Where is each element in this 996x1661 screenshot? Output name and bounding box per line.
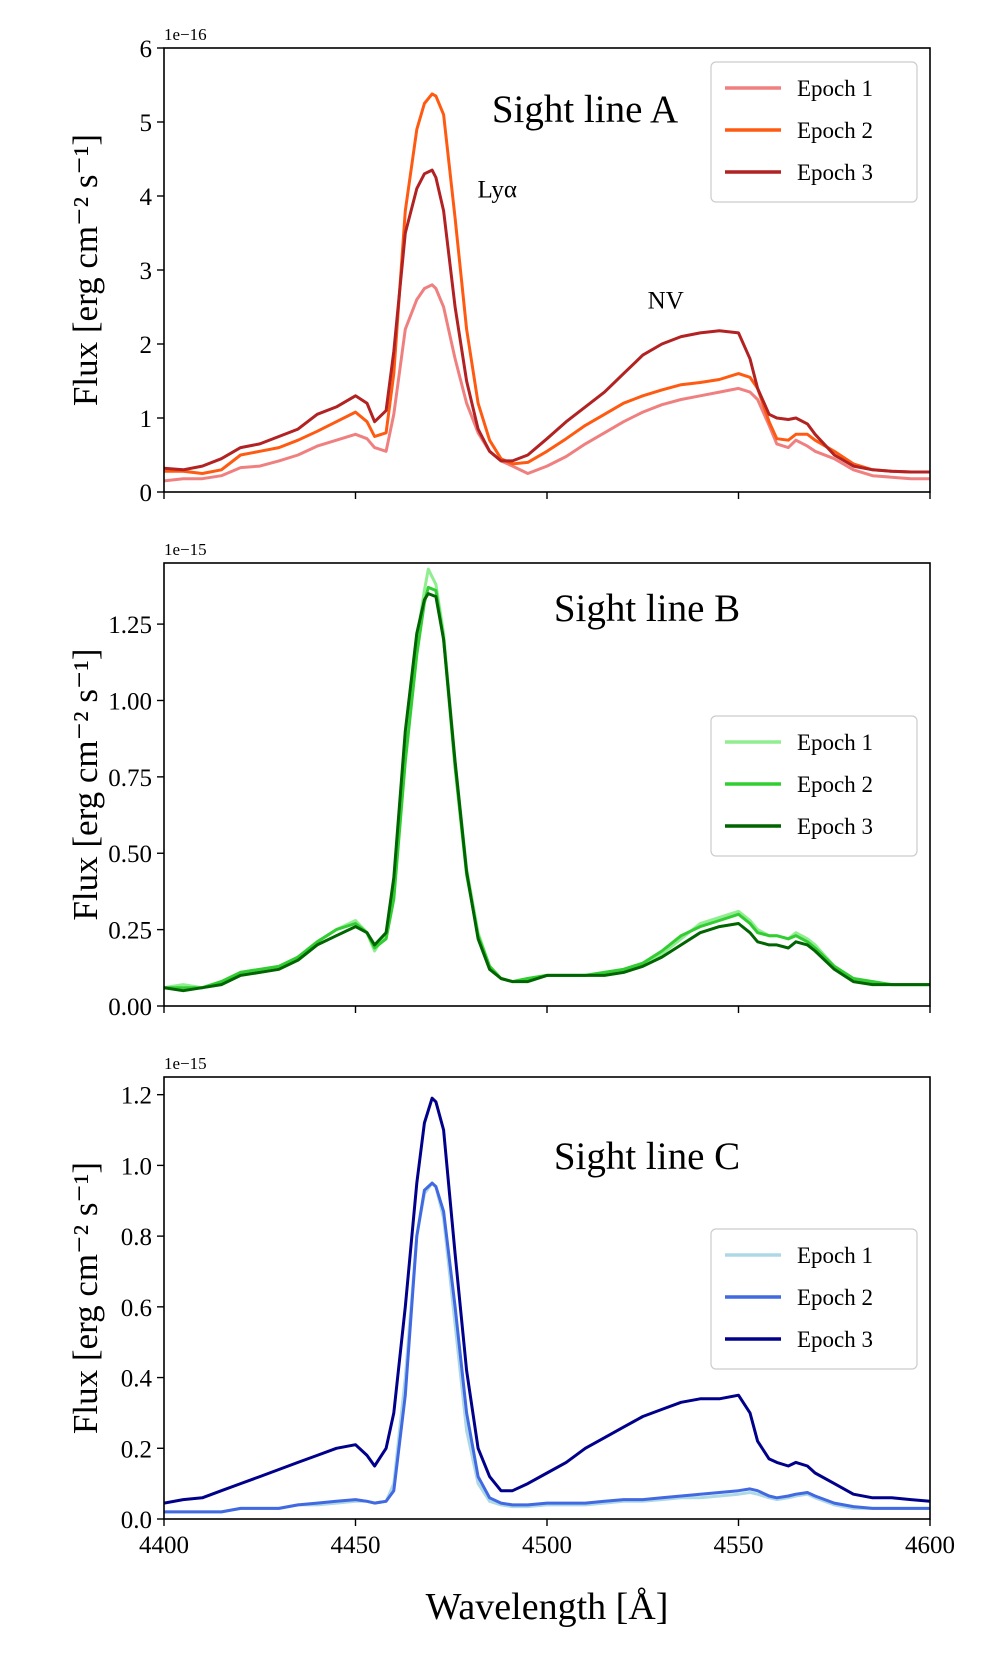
x-tick-label: 4600: [905, 1532, 955, 1559]
x-axis-label: Wavelength [Å]: [426, 1586, 669, 1628]
y-tick-label: 5: [140, 110, 153, 137]
y-tick-label: 4: [140, 184, 153, 211]
y-tick-label: 1.00: [108, 688, 152, 715]
y-axis-label: Flux [erg cm⁻² s⁻¹]: [66, 1162, 105, 1434]
series-line-epoch-3: [164, 168, 930, 474]
y-tick-label: 6: [140, 36, 153, 63]
legend: Epoch 1 Epoch 2 Epoch 3: [710, 61, 918, 203]
y-tick-label: 0.50: [108, 841, 152, 868]
scale-offset-label: 1e−15: [164, 1054, 207, 1073]
legend: Epoch 1 Epoch 2 Epoch 3: [710, 715, 918, 857]
legend-box: [710, 61, 918, 203]
y-tick-label: 0.75: [108, 765, 152, 792]
y-tick-label: 0: [140, 480, 153, 507]
scale-offset-label: 1e−15: [164, 540, 207, 559]
legend-label: Epoch 1: [797, 1243, 873, 1268]
x-tick-label: 4500: [522, 1532, 572, 1559]
y-tick-label: 1.2: [121, 1083, 152, 1110]
series-line-epoch-2: [164, 1181, 930, 1514]
y-tick-label: 0.6: [121, 1295, 152, 1322]
legend-label: Epoch 3: [797, 160, 873, 185]
scale-offset-label: 1e−16: [164, 25, 207, 44]
panel-c: 4400 4450 4500 4550 4600 0.0 0.2 0.4 0.6 0.8 1.0 1.…: [66, 1054, 955, 1628]
series-group: [164, 1096, 930, 1514]
series-group: [164, 567, 930, 993]
panel-title: Sight line B: [554, 587, 740, 630]
panel-title: Sight line A: [492, 88, 678, 131]
legend-label: Epoch 3: [797, 1327, 873, 1352]
series-group: [164, 92, 930, 483]
panel-a: 0 1 2 3 4 5 6 1e−16 Flux [erg cm⁻² s⁻¹] Sight lin…: [66, 25, 931, 507]
x-tick-label: 4550: [714, 1532, 764, 1559]
y-tick-label: 2: [140, 332, 153, 359]
panel-title: Sight line C: [554, 1135, 740, 1178]
y-tick-label: 1.25: [108, 612, 152, 639]
series-line-epoch-1: [164, 1181, 930, 1514]
series-line-epoch-3: [164, 1096, 930, 1505]
y-tick-label: 0.0: [121, 1507, 152, 1534]
legend-label: Epoch 3: [797, 814, 873, 839]
legend-label: Epoch 1: [797, 730, 873, 755]
legend-label: Epoch 1: [797, 76, 873, 101]
y-tick-label: 0.25: [108, 918, 152, 945]
y-tick-label: 0.8: [121, 1224, 152, 1251]
series-line-epoch-3: [164, 592, 930, 993]
legend-box: [710, 715, 918, 857]
y-tick-label: 0.00: [108, 994, 152, 1021]
legend-label: Epoch 2: [797, 1285, 873, 1310]
y-tick-label: 0.4: [121, 1366, 153, 1393]
legend-label: Epoch 2: [797, 772, 873, 797]
y-axis-label: Flux [erg cm⁻² s⁻¹]: [66, 648, 105, 920]
panel-b: 0.00 0.25 0.50 0.75 1.00 1.25 1e−15 Flux [erg c…: [66, 540, 931, 1021]
y-tick-label: 1.0: [121, 1153, 152, 1180]
y-tick-label: 1: [140, 406, 153, 433]
y-axis-label: Flux [erg cm⁻² s⁻¹]: [66, 134, 105, 406]
legend: Epoch 1 Epoch 2 Epoch 3: [710, 1228, 918, 1370]
series-line-epoch-1: [164, 283, 930, 483]
y-tick-label: 3: [140, 258, 153, 285]
x-tick-label: 4450: [331, 1532, 381, 1559]
series-line-epoch-2: [164, 92, 930, 475]
annotation-nv: NV: [648, 288, 684, 315]
x-tick-label: 4400: [139, 1532, 189, 1559]
legend-label: Epoch 2: [797, 118, 873, 143]
annotation-ly: Lyα: [477, 177, 517, 204]
legend-box: [710, 1228, 918, 1370]
y-tick-label: 0.2: [121, 1436, 152, 1463]
